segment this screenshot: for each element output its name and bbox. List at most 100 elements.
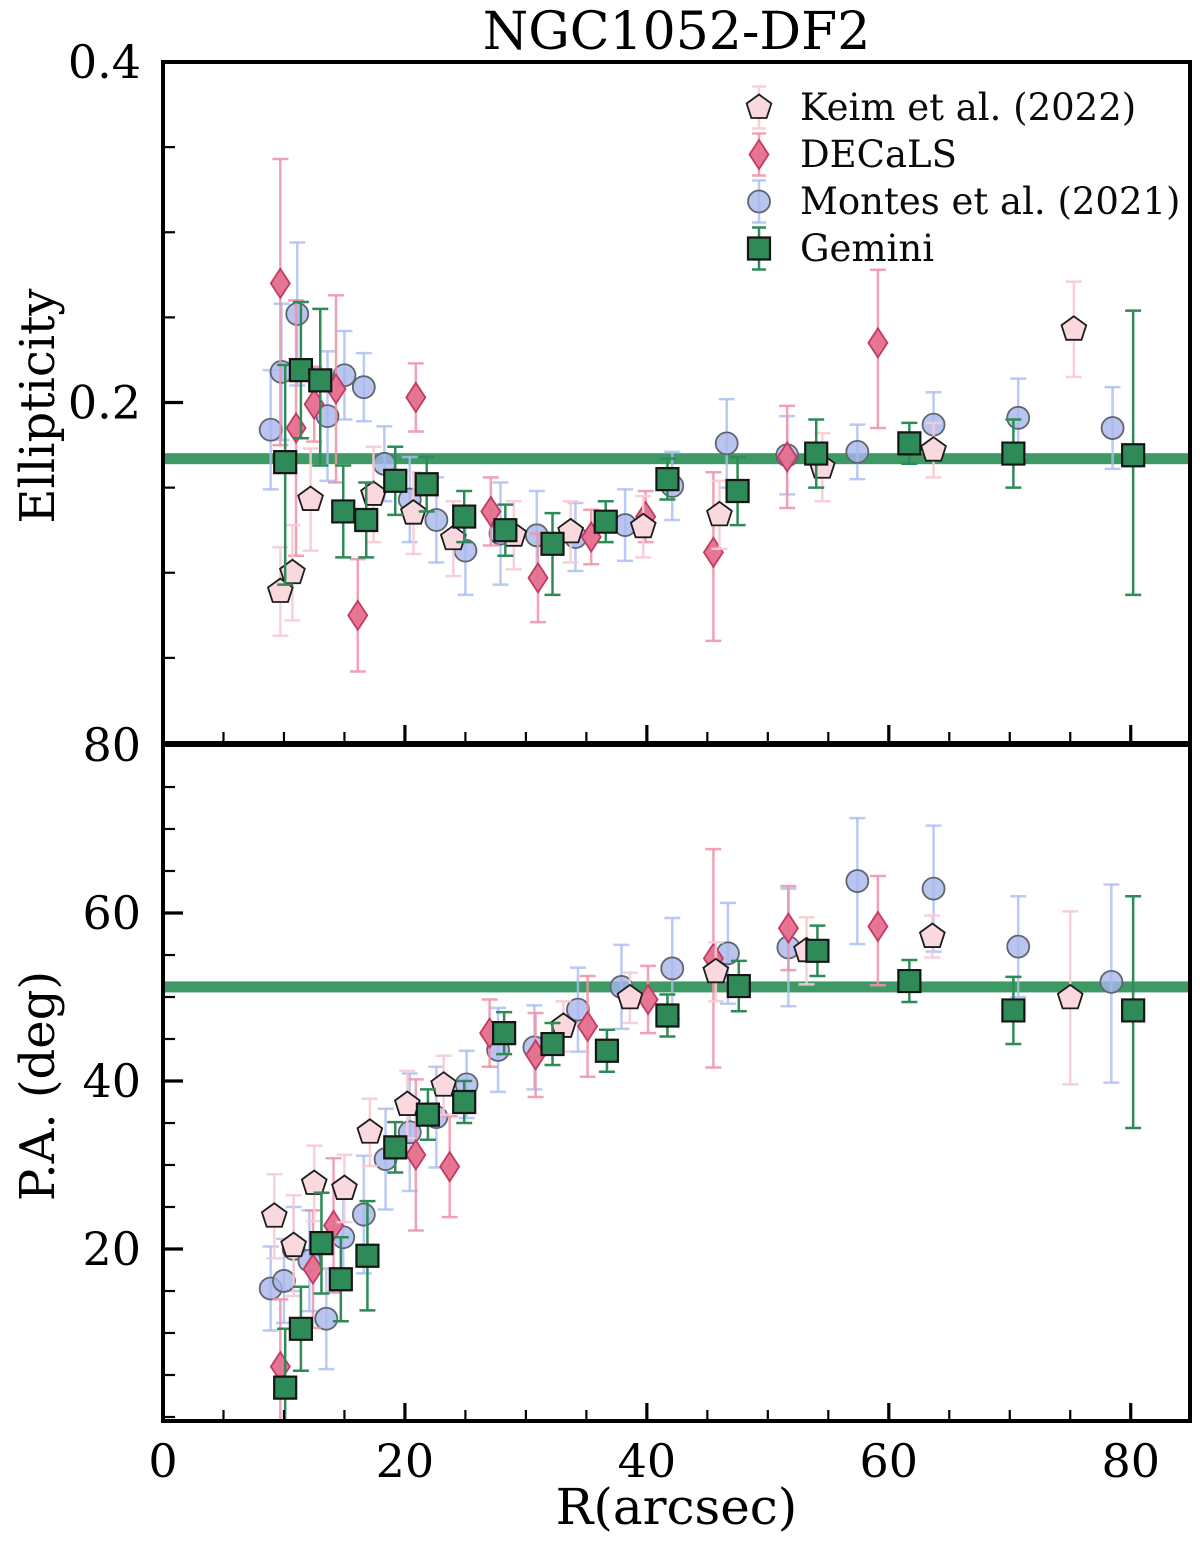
data-point-marker	[540, 1031, 565, 1057]
square-marker-icon	[746, 226, 772, 271]
data-point-marker	[269, 267, 291, 300]
data-point-marker	[702, 957, 730, 984]
legend-label: Montes et al. (2021)	[800, 180, 1181, 223]
legend-item-keim: Keim et al. (2022)	[736, 84, 1180, 131]
data-point-marker	[351, 375, 376, 400]
data-point-marker	[867, 910, 889, 943]
data-point-marker	[383, 1135, 408, 1160]
data-point-marker	[493, 518, 518, 543]
data-point-marker	[655, 1003, 680, 1028]
data-point-marker	[258, 417, 283, 442]
data-point-marker	[452, 504, 477, 529]
data-point-marker	[280, 1231, 308, 1258]
data-point-marker	[726, 973, 751, 999]
data-point-marker	[920, 436, 947, 462]
data-point-marker	[725, 478, 750, 504]
data-point-marker	[616, 983, 644, 1010]
data-point-marker	[655, 467, 680, 492]
x-tick-label: 80	[1101, 1434, 1160, 1488]
pentagon-marker-icon	[745, 85, 773, 130]
data-point-marker	[351, 1202, 376, 1227]
series-montes	[258, 241, 1125, 597]
data-point-marker	[594, 1038, 620, 1063]
legend: Keim et al. (2022) DECaLS Montes et al. (2…	[736, 84, 1180, 272]
data-point-marker	[414, 472, 439, 497]
data-point-marker	[415, 1102, 441, 1127]
data-point-marker	[629, 512, 657, 539]
data-point-marker	[393, 1090, 421, 1116]
data-point-marker	[918, 922, 946, 948]
series-gemini	[273, 300, 1146, 597]
data-point-marker	[331, 499, 356, 524]
data-point-marker	[897, 431, 922, 456]
data-point-marker	[805, 938, 830, 963]
bottom-y-axis-label: P.A. (deg)	[10, 970, 66, 1202]
data-point-marker	[804, 441, 829, 466]
x-axis-ticks	[161, 725, 1133, 741]
data-point-marker	[279, 558, 306, 585]
data-point-marker	[1060, 315, 1088, 341]
data-point-marker	[1100, 416, 1125, 440]
top-y-axis-ticks: 0.4 0.2	[68, 35, 183, 659]
data-point-marker	[714, 431, 739, 456]
data-point-marker	[777, 911, 799, 945]
data-point-marker	[748, 138, 770, 171]
data-point-marker	[355, 1243, 380, 1268]
y-tick-label: 20	[82, 1222, 141, 1276]
data-point-marker	[347, 599, 369, 632]
data-point-marker	[660, 956, 685, 981]
data-point-marker	[356, 1118, 384, 1144]
data-point-marker	[383, 468, 408, 493]
data-point-marker	[1006, 934, 1031, 959]
data-point-marker	[399, 499, 427, 525]
data-point-marker	[439, 1150, 461, 1183]
data-point-marker	[273, 449, 298, 475]
y-tick-label: 0.2	[68, 376, 141, 430]
data-point-marker	[845, 439, 870, 464]
data-point-marker	[452, 1089, 477, 1115]
x-tick-label: 20	[376, 1434, 435, 1488]
data-point-marker	[921, 876, 946, 901]
series-gemini	[273, 894, 1146, 1419]
top-y-axis-label: Ellipticity	[10, 288, 66, 524]
data-point-marker	[300, 1169, 328, 1195]
data-point-marker	[1006, 405, 1031, 430]
data-point-marker	[360, 480, 387, 506]
data-point-marker	[405, 381, 427, 414]
x-axis-ticks	[161, 1403, 1133, 1419]
x-axis-label: R(arcsec)	[555, 1478, 798, 1536]
data-point-marker	[314, 1306, 339, 1331]
reference-line-position_angle	[165, 981, 1188, 993]
chart-title: NGC1052-DF2	[482, 2, 871, 62]
series-keim	[266, 280, 1088, 637]
series-montes	[258, 816, 1124, 1371]
legend-item-montes: Montes et al. (2021)	[736, 178, 1180, 225]
data-point-marker	[297, 485, 324, 511]
panel-frame	[161, 743, 1192, 1423]
data-point-marker	[540, 531, 565, 556]
data-point-marker	[272, 1269, 296, 1293]
data-point-marker	[1099, 969, 1124, 994]
data-point-marker	[309, 1231, 334, 1256]
data-point-marker	[302, 1253, 324, 1286]
legend-item-gemini: Gemini	[736, 225, 1180, 272]
bottom-y-axis-ticks: 80 60 40 20	[82, 718, 183, 1419]
legend-item-decals: DECaLS	[736, 131, 1180, 178]
y-tick-label: 80	[82, 718, 141, 772]
data-point-marker	[746, 236, 772, 261]
data-point-marker	[288, 1316, 314, 1341]
data-point-marker	[566, 997, 590, 1022]
data-point-marker	[1001, 998, 1026, 1023]
data-point-marker	[328, 1267, 353, 1292]
data-point-marker	[593, 509, 618, 534]
diamond-marker-icon	[748, 132, 770, 177]
data-point-marker	[430, 1071, 458, 1097]
data-point-marker	[260, 1202, 288, 1228]
bottom-panel	[165, 816, 1188, 1419]
y-tick-label: 60	[82, 886, 141, 940]
x-tick-label: 40	[618, 1434, 677, 1488]
circle-marker-icon	[747, 179, 771, 224]
data-point-marker	[867, 326, 889, 360]
